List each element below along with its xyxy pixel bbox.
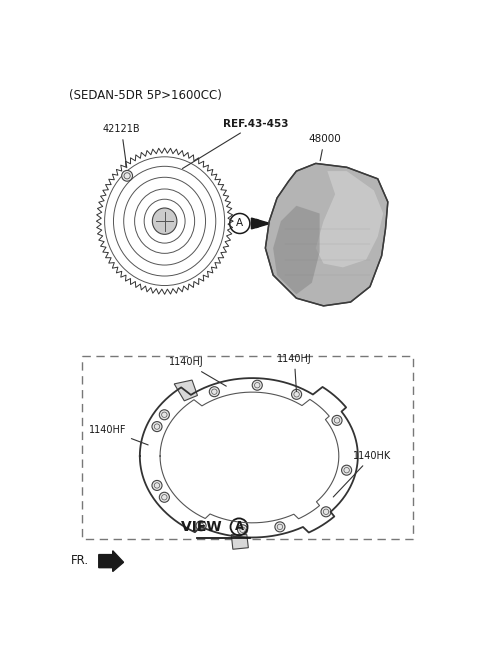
Ellipse shape [291,389,301,400]
Text: (SEDAN-5DR 5P>1600CC): (SEDAN-5DR 5P>1600CC) [69,89,222,102]
Ellipse shape [321,507,331,517]
Polygon shape [231,535,248,549]
Ellipse shape [209,386,219,397]
Polygon shape [252,218,270,229]
Text: 42121B: 42121B [103,124,140,168]
Polygon shape [273,206,320,295]
Text: A: A [234,520,243,533]
Text: FR.: FR. [71,554,89,567]
Ellipse shape [252,380,262,390]
Ellipse shape [159,410,169,420]
Ellipse shape [152,480,162,491]
Text: VIEW: VIEW [181,520,227,534]
Ellipse shape [152,208,177,234]
Ellipse shape [238,525,248,535]
Ellipse shape [196,521,206,531]
Text: 1140HJ: 1140HJ [277,354,312,392]
Text: 1140HJ: 1140HJ [168,358,226,386]
Polygon shape [174,380,197,401]
Ellipse shape [152,422,162,432]
Ellipse shape [159,492,169,502]
Text: A: A [236,218,243,228]
Text: 1140HK: 1140HK [333,451,391,497]
Ellipse shape [342,465,352,475]
Polygon shape [99,551,123,571]
Polygon shape [316,171,383,268]
Text: 48000: 48000 [308,134,341,161]
Text: 1140HF: 1140HF [89,425,148,445]
Ellipse shape [275,522,285,532]
Ellipse shape [332,415,342,425]
Polygon shape [265,163,388,306]
Text: REF.43-453: REF.43-453 [182,119,288,169]
Ellipse shape [122,171,132,181]
